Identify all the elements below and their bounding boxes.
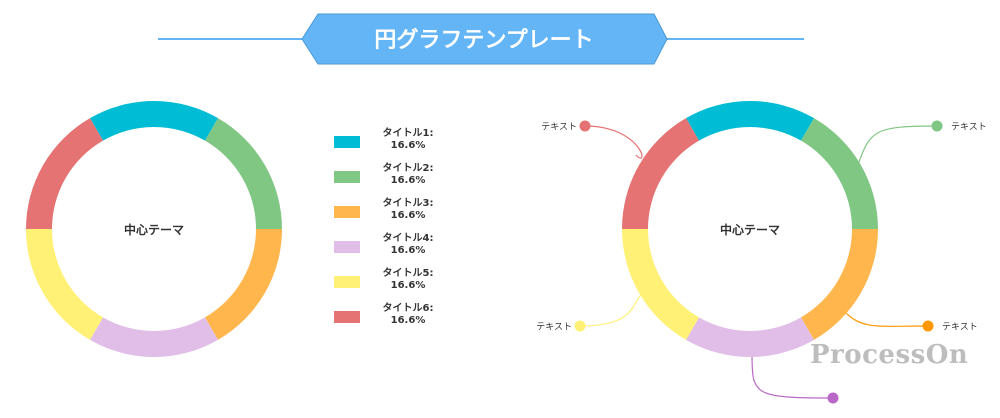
legend-swatch <box>334 311 360 323</box>
pie-slice <box>686 101 814 141</box>
callout-label: テキスト <box>942 322 978 333</box>
pie-slice <box>686 317 814 357</box>
legend-swatch <box>334 171 360 183</box>
callout-dot <box>579 120 591 132</box>
legend-label: タイトル1: 16.6% <box>382 128 434 151</box>
legend-label: タイトル6: 16.6% <box>382 303 434 326</box>
callout-dot <box>574 320 586 332</box>
watermark: ProcessOn <box>810 340 969 370</box>
callout-line <box>584 125 643 159</box>
callout-dot <box>931 120 943 132</box>
pie-slice <box>801 229 878 340</box>
center-label-right: 中心テーマ <box>720 222 780 237</box>
legend-label: タイトル5: 16.6% <box>382 268 434 291</box>
legend-swatch <box>334 241 360 253</box>
center-label-left: 中心テーマ <box>124 222 184 237</box>
legend-label: タイトル3: 16.6% <box>382 198 434 221</box>
pie-slice <box>622 118 699 229</box>
pie-slice <box>205 229 282 340</box>
donut-chart-left <box>26 101 282 357</box>
legend-item: タイトル3: 16.6% <box>334 198 474 233</box>
pie-slice <box>622 229 699 340</box>
legend-item: タイトル6: 16.6% <box>334 303 474 338</box>
legend: タイトル1: 16.6% タイトル2: 16.6% タイトル3: 16.6% タ… <box>334 128 474 338</box>
pie-slice <box>205 118 282 229</box>
page-title: 円グラフテンプレート <box>374 27 593 53</box>
pie-slice <box>26 229 103 340</box>
pie-slice <box>26 118 103 229</box>
legend-swatch <box>334 276 360 288</box>
legend-item: タイトル2: 16.6% <box>334 163 474 198</box>
callout-line <box>857 125 938 166</box>
donut-chart-right <box>622 101 878 357</box>
callout-label: テキスト <box>951 122 987 133</box>
legend-swatch <box>334 206 360 218</box>
callout-line <box>579 291 646 327</box>
callout-dot <box>827 392 839 404</box>
legend-label: タイトル4: 16.6% <box>382 233 434 256</box>
legend-item: タイトル4: 16.6% <box>334 233 474 268</box>
callout-line <box>751 351 834 399</box>
callout-label: テキスト <box>541 122 577 133</box>
callout-dot <box>922 320 934 332</box>
legend-item: タイトル5: 16.6% <box>334 268 474 303</box>
callout-label: テキスト <box>536 322 572 333</box>
pie-slice <box>801 118 878 229</box>
legend-item: タイトル1: 16.6% <box>334 128 474 163</box>
legend-label: タイトル2: 16.6% <box>382 163 434 186</box>
callout-line <box>842 309 929 327</box>
legend-swatch <box>334 136 360 148</box>
pie-slice <box>90 317 218 357</box>
header-banner <box>301 13 668 65</box>
pie-slice <box>90 101 218 141</box>
